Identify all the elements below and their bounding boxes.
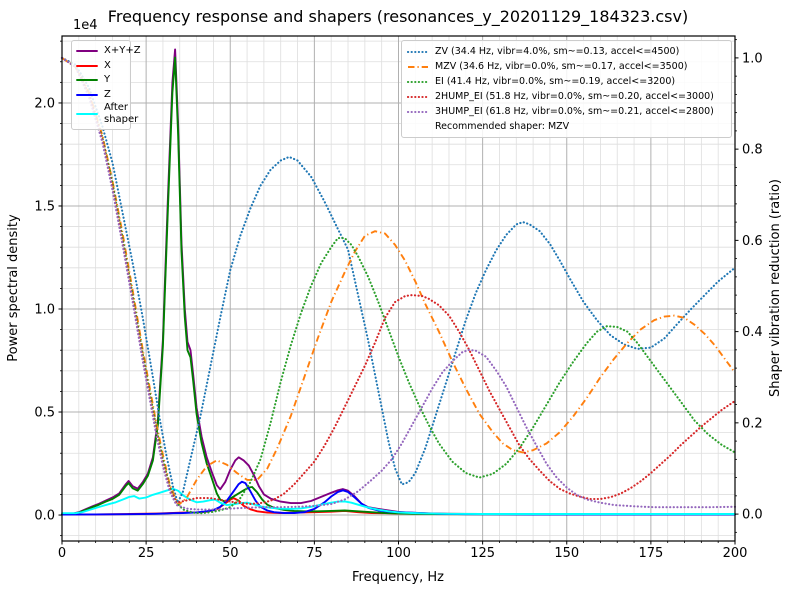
curve-3hump-ei xyxy=(60,56,737,511)
recommended-shaper-note: Recommended shaper: MZV xyxy=(435,120,570,132)
x-tick-label: 75 xyxy=(306,546,323,561)
y-right-tick-label: 0.4 xyxy=(742,325,763,340)
grid-layer xyxy=(62,36,735,541)
y-axis-offset-text: 1e4 xyxy=(73,18,98,33)
curves-layer xyxy=(60,48,737,516)
legend-row: Y xyxy=(76,73,126,88)
legend-row: Z xyxy=(76,88,126,103)
y-right-tick-label: 0.8 xyxy=(742,143,763,158)
legend-label: 3HUMP_EI (61.8 Hz, vibr=0.0%, sm~=0.21, … xyxy=(435,105,714,117)
legend-row: 2HUMP_EI (51.8 Hz, vibr=0.0%, sm~=0.20, … xyxy=(407,89,726,104)
legend-shapers: ZV (34.4 Hz, vibr=4.0%, sm~=0.13, accel<… xyxy=(401,40,732,138)
curve-ei xyxy=(60,56,737,515)
blank-swatch xyxy=(407,122,429,132)
legend-label: ZV (34.4 Hz, vibr=4.0%, sm~=0.13, accel<… xyxy=(435,45,680,57)
x-tick-label: 100 xyxy=(386,546,411,561)
legend-label: X xyxy=(104,59,111,71)
y-left-tick-label: 1.0 xyxy=(34,303,55,318)
line-swatch-xyz-icon xyxy=(76,50,98,53)
chart-title: Frequency response and shapers (resonanc… xyxy=(108,7,688,27)
y-left-tick-label: 1.5 xyxy=(34,199,55,214)
line-swatch-mzv-icon xyxy=(408,65,428,68)
line-swatch-z-icon xyxy=(76,93,98,96)
curve-after-shaper xyxy=(61,487,736,515)
x-tick-label: 150 xyxy=(554,546,579,561)
legend-row: X+Y+Z xyxy=(76,44,141,59)
x-tick-label: 0 xyxy=(58,546,66,561)
line-swatch-y-icon xyxy=(76,79,98,82)
legend-label: MZV (34.6 Hz, vibr=0.0%, sm~=0.17, accel… xyxy=(435,60,688,72)
y-axis-right-label: Shaper vibration reduction (ratio) xyxy=(768,179,783,397)
y-left-tick-label: 2.0 xyxy=(34,96,55,111)
legend-label: Y xyxy=(104,74,111,86)
legend-row: ZV (34.4 Hz, vibr=4.0%, sm~=0.13, accel<… xyxy=(407,44,726,59)
y-left-tick-label: 0.0 xyxy=(34,509,55,524)
line-swatch-x-icon xyxy=(76,64,98,67)
legend-psd: X+Y+Z X Y Z After shaper xyxy=(71,40,141,130)
curve-y xyxy=(61,56,736,516)
x-tick-label: 50 xyxy=(222,546,239,561)
ticks-layer xyxy=(58,39,739,545)
legend-label: 2HUMP_EI (51.8 Hz, vibr=0.0%, sm~=0.20, … xyxy=(435,90,714,102)
legend-label: After shaper xyxy=(104,102,139,125)
line-swatch-zv-icon xyxy=(407,50,429,53)
x-axis-label: Frequency, Hz xyxy=(352,570,444,585)
tick-labels-layer: 0 25 50 75 100 125 150 175 200 0.0 0.5 1.0 1.5 2.0 0.0… xyxy=(34,51,762,561)
curve-mzv xyxy=(61,57,736,506)
legend-row: EI (41.4 Hz, vibr=0.0%, sm~=0.19, accel<… xyxy=(407,74,726,89)
x-tick-label: 200 xyxy=(723,546,748,561)
y-right-tick-label: 0.6 xyxy=(742,234,763,249)
x-tick-label: 25 xyxy=(138,546,155,561)
legend-row: MZV (34.6 Hz, vibr=0.0%, sm~=0.17, accel… xyxy=(407,59,726,74)
legend-row: After shaper xyxy=(76,102,138,126)
y-right-tick-label: 1.0 xyxy=(742,51,763,66)
y-right-tick-label: 0.0 xyxy=(742,508,763,523)
line-swatch-2hump-ei-icon xyxy=(407,95,429,98)
line-swatch-ei-icon xyxy=(407,80,429,83)
legend-label: EI (41.4 Hz, vibr=0.0%, sm~=0.19, accel<… xyxy=(435,75,676,87)
y-right-tick-label: 0.2 xyxy=(742,416,763,431)
x-tick-label: 175 xyxy=(638,546,663,561)
legend-label: Z xyxy=(104,88,111,100)
y-axis-left-label: Power spectral density xyxy=(6,214,21,362)
line-swatch-after-shaper-icon xyxy=(76,113,98,115)
y-left-tick-label: 0.5 xyxy=(34,406,55,421)
legend-row: 3HUMP_EI (61.8 Hz, vibr=0.0%, sm~=0.21, … xyxy=(407,104,726,119)
legend-row: Recommended shaper: MZV xyxy=(407,119,726,134)
legend-row: X xyxy=(76,59,126,74)
line-swatch-3hump-ei-icon xyxy=(407,110,429,113)
x-tick-label: 125 xyxy=(470,546,495,561)
curve-zv xyxy=(60,56,737,504)
legend-label: X+Y+Z xyxy=(104,45,141,57)
